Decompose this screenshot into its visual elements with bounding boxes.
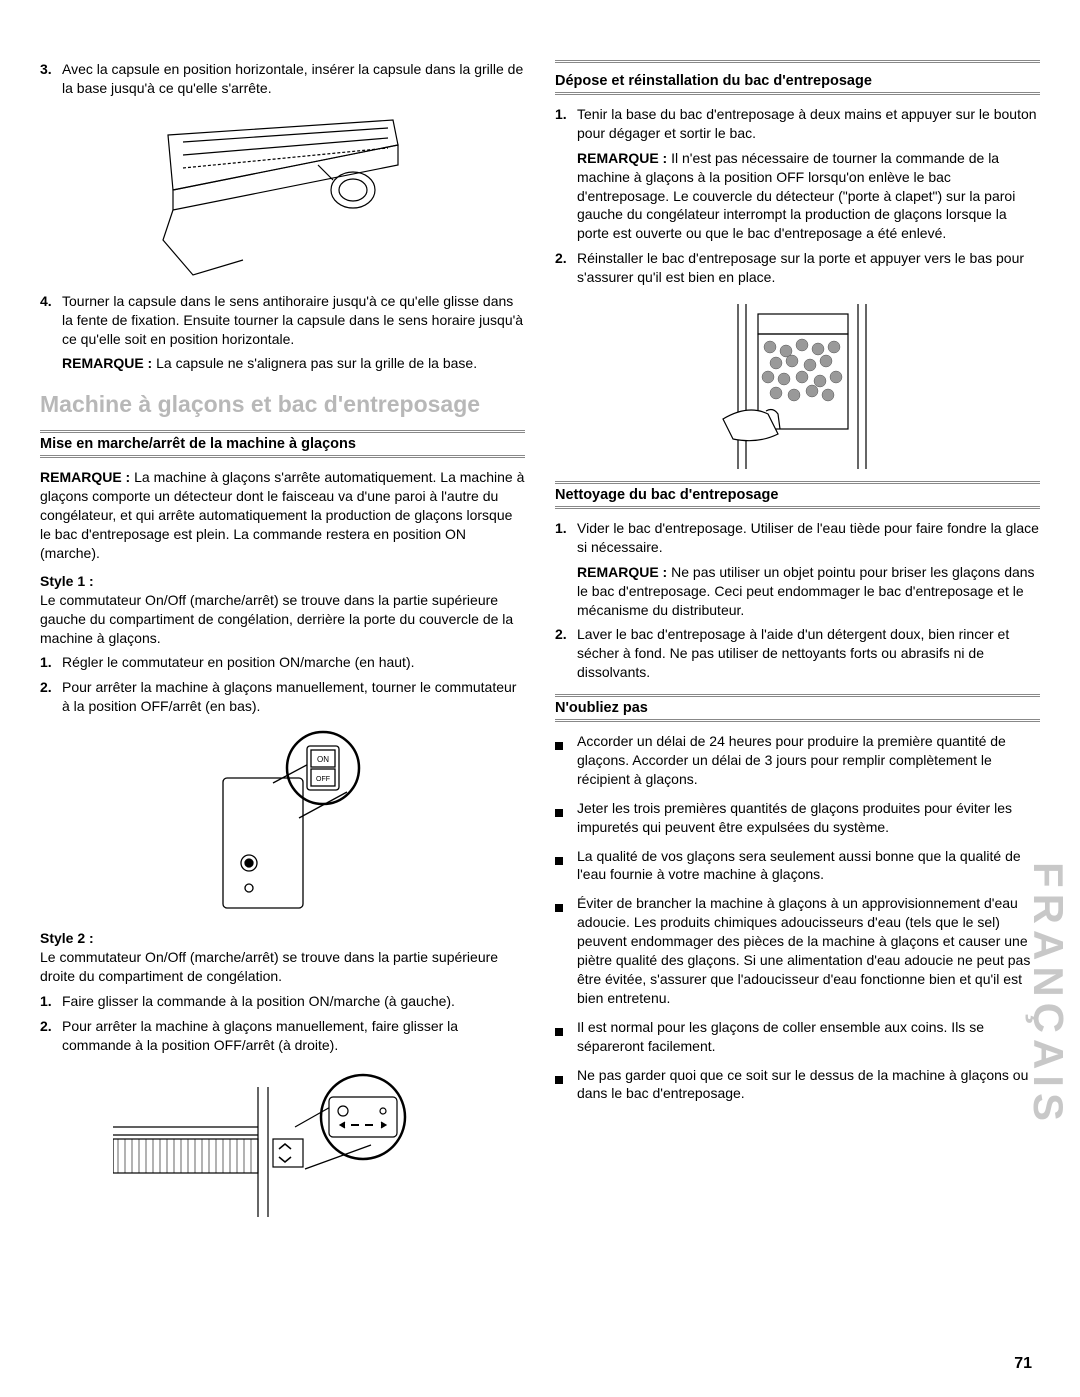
style2-step1: 1.Faire glisser la commande à la positio… (40, 992, 525, 1011)
bullet-4: Éviter de brancher la machine à glaçons … (555, 894, 1040, 1007)
figure-capsule (40, 110, 525, 280)
figure-switch-style2 (40, 1067, 525, 1217)
subheading-nettoyage: Nettoyage du bac d'entreposage (555, 481, 1040, 509)
depose-step1: 1.Tenir la base du bac d'entreposage à d… (555, 105, 1040, 143)
style1-step1: 1.Régler le commutateur en position ON/m… (40, 653, 525, 672)
step-4: 4. Tourner la capsule dans le sens antih… (40, 292, 525, 349)
top-rule (555, 60, 1040, 64)
depose-step2: 2.Réinstaller le bac d'entreposage sur l… (555, 249, 1040, 287)
style1-step2: 2.Pour arrêter la machine à glaçons manu… (40, 678, 525, 716)
remark-4: REMARQUE : La capsule ne s'alignera pas … (40, 354, 525, 373)
style2-step2: 2.Pour arrêter la machine à glaçons manu… (40, 1017, 525, 1055)
remark-a: REMARQUE : La machine à glaçons s'arrête… (40, 468, 525, 562)
bullet-2: Jeter les trois premières quantités de g… (555, 799, 1040, 837)
section-title: Machine à glaçons et bac d'entreposage (40, 391, 525, 418)
right-column: Dépose et réinstallation du bac d'entrep… (555, 60, 1040, 1229)
style2-para: Le commutateur On/Off (marche/arrêt) se … (40, 948, 525, 986)
svg-text:OFF: OFF (316, 776, 330, 783)
subheading-mise-en-marche: Mise en marche/arrêt de la machine à gla… (40, 430, 525, 458)
bullet-1: Accorder un délai de 24 heures pour prod… (555, 732, 1040, 789)
figure-bin (555, 299, 1040, 469)
bullet-3: La qualité de vos glaçons sera seulement… (555, 847, 1040, 885)
step-3: 3. Avec la capsule en position horizonta… (40, 60, 525, 98)
style2-heading: Style 2 : (40, 930, 525, 946)
language-side-label: FRANÇAIS (1024, 862, 1072, 1127)
page-number: 71 (1014, 1355, 1032, 1373)
remark-c: REMARQUE : Ne pas utiliser un objet poin… (555, 563, 1040, 620)
remark-b: REMARQUE : Il n'est pas nécessaire de to… (555, 149, 1040, 243)
style1-heading: Style 1 : (40, 573, 525, 589)
subheading-noubliez: N'oubliez pas (555, 694, 1040, 722)
step-4-text: Tourner la capsule dans le sens antihora… (62, 292, 525, 349)
bullet-6: Ne pas garder quoi que ce soit sur le de… (555, 1066, 1040, 1104)
bullet-5: Il est normal pour les glaçons de coller… (555, 1018, 1040, 1056)
subheading-depose: Dépose et réinstallation du bac d'entrep… (555, 70, 1040, 95)
figure-switch-style1: ON OFF (40, 728, 525, 918)
nettoyage-step1: 1.Vider le bac d'entreposage. Utiliser d… (555, 519, 1040, 557)
svg-text:ON: ON (317, 755, 329, 764)
style1-para: Le commutateur On/Off (marche/arrêt) se … (40, 591, 525, 648)
nettoyage-step2: 2.Laver le bac d'entreposage à l'aide d'… (555, 625, 1040, 682)
left-column: 3. Avec la capsule en position horizonta… (40, 60, 525, 1229)
step-3-text: Avec la capsule en position horizontale,… (62, 60, 525, 98)
